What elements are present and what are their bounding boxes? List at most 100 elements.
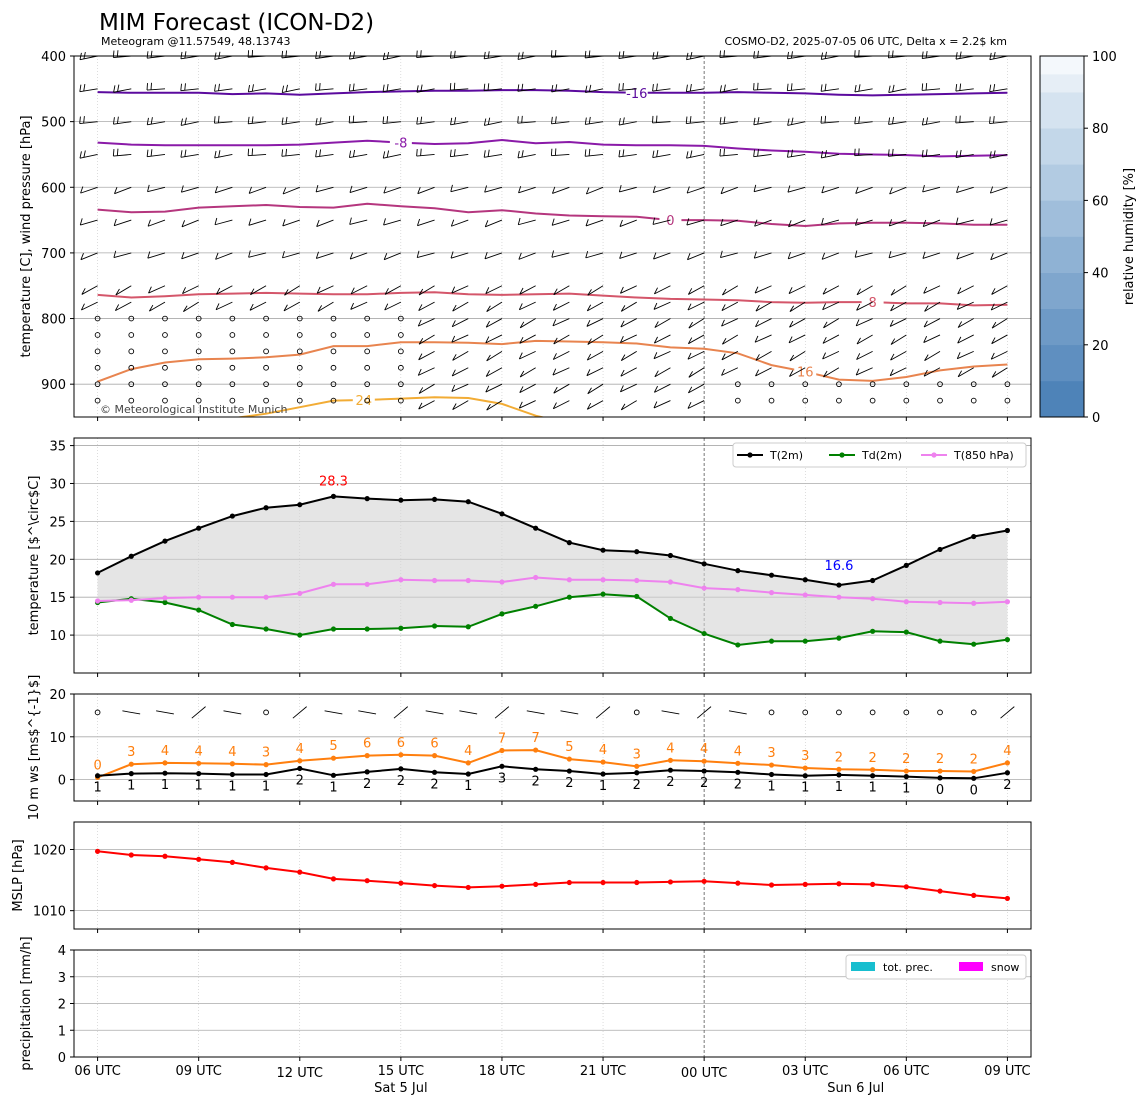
wind-barb-flag: [656, 83, 658, 91]
wind-barb-shaft: [719, 154, 738, 157]
wind-barb-shaft: [890, 334, 907, 345]
wind-barb-shaft: [855, 252, 873, 258]
wind-gust-line-point: [330, 772, 337, 778]
mslp-line-point: [229, 859, 235, 865]
wind-barb-shaft: [393, 706, 409, 719]
series-td2m-line: [97, 593, 1008, 647]
calm-wind-marker: [1004, 397, 1011, 404]
series-td2m-line-point: [465, 624, 471, 630]
wind-barb-flag: [79, 218, 83, 226]
wind-barb-flag: [719, 50, 721, 58]
calm-wind-marker: [970, 381, 977, 388]
mslp-line-point: [937, 888, 943, 894]
wind-barb-flag: [150, 50, 153, 58]
wind-barb-flag: [686, 186, 690, 194]
wind-barb-shaft: [316, 252, 334, 259]
wind-barb-flag: [753, 184, 757, 192]
isotherm-group: -16 -8 0 8 16 24: [97, 84, 1008, 417]
wind-barb-shaft: [383, 55, 401, 61]
wind-barb-shaft: [214, 55, 233, 60]
wind-barb-flag: [115, 288, 120, 296]
calm-wind-marker: [162, 364, 168, 371]
wind-gust-line-point: [297, 765, 303, 772]
calm-wind-marker: [869, 397, 876, 404]
wind-barb-flag: [856, 337, 861, 345]
wind-barb-shaft: [991, 350, 1008, 360]
series-td2m-line-point: [735, 642, 741, 648]
wind-barb-flag: [148, 286, 152, 294]
wind-gust-label: 2: [296, 773, 304, 788]
wind-speed-label: 7: [532, 731, 540, 746]
wind-barb-flag: [519, 370, 525, 378]
wind-barb-flag: [654, 321, 659, 328]
wind-barb-shaft: [653, 350, 671, 360]
wind-barb-flag: [282, 187, 287, 195]
wind-barb-flag: [993, 51, 996, 60]
wind-barb-flag: [989, 116, 991, 124]
colorbar-tick-label: 40: [1092, 267, 1109, 282]
wind-gust-label: 2: [666, 775, 674, 790]
wind-barb-shaft: [820, 121, 839, 124]
wind-barb-shaft: [517, 121, 536, 124]
wind-barb-shaft: [653, 186, 671, 193]
wind-barb-shaft: [284, 285, 301, 296]
wind-barb-shaft: [587, 334, 604, 345]
wind-barb-shaft: [922, 154, 941, 158]
wind-barb-shaft: [789, 301, 806, 313]
wind-barb-shaft: [688, 367, 705, 378]
wind-barb-shaft: [989, 88, 1008, 93]
wind-barb-shaft: [821, 154, 840, 159]
wind-barb-shaft: [991, 334, 1008, 345]
wind-barb-flag: [656, 51, 659, 59]
wind-barb-flag: [485, 287, 490, 294]
wind-barb-shaft: [485, 383, 503, 393]
wind-barb-flag: [723, 84, 726, 92]
wind-barb-shaft: [518, 186, 536, 194]
wind-barb-flag: [587, 338, 592, 345]
wind-gust-line-point: [600, 771, 606, 777]
wind-barb-flag: [856, 288, 861, 295]
wind-barb-shaft: [618, 121, 637, 126]
mslp-line-point: [94, 848, 101, 854]
wind-barb-flag: [858, 116, 861, 124]
wind-barb-flag: [890, 289, 896, 296]
wind-barb-shaft: [553, 285, 570, 296]
wind-barb-flag: [587, 387, 592, 394]
wind-barb-shaft: [519, 285, 536, 295]
wind-barb-flag: [518, 401, 523, 409]
wind-barb-shaft: [957, 285, 974, 295]
wind-barb-flag: [484, 185, 488, 193]
wind-barb-shaft: [147, 121, 166, 126]
calm-wind-marker: [836, 381, 842, 388]
wind-barb-shaft: [519, 301, 536, 311]
wind-barb-flag: [854, 218, 858, 226]
calm-wind-marker: [970, 397, 977, 404]
wind-barb-flag: [113, 250, 117, 258]
wind-barb-shaft: [686, 121, 705, 124]
wind-barb-flag: [383, 252, 388, 260]
wind-barb-flag: [182, 287, 186, 294]
wind-barb-flag: [315, 149, 318, 158]
calm-wind-marker: [128, 348, 135, 355]
series-t2m-line-point: [229, 513, 235, 519]
calm-wind-marker: [364, 364, 371, 371]
colorbar-band: [1040, 200, 1084, 237]
wind-barb-flag: [552, 303, 557, 311]
wind-barb-shaft: [518, 219, 536, 226]
wind-barb-flag: [417, 218, 421, 226]
mslp-line-point: [297, 869, 303, 875]
wind-barb-flag: [281, 117, 284, 125]
series-t2m-line-point: [1004, 527, 1011, 534]
wind-speed-line-point: [364, 753, 370, 759]
wind-gust-line-point: [768, 771, 775, 778]
wind-barb-shaft: [821, 252, 840, 260]
calm-wind-marker: [970, 709, 977, 716]
series-t2m-line-point: [971, 533, 977, 540]
wind-barb-flag: [551, 84, 554, 93]
wind-barb-flag: [723, 148, 725, 156]
wind-barb-flag: [622, 50, 625, 59]
wind-barb-shaft: [956, 252, 974, 260]
wind-barb-flag: [957, 336, 962, 344]
wind-barb-shaft: [552, 186, 570, 194]
wind-barb-flag: [956, 302, 961, 310]
